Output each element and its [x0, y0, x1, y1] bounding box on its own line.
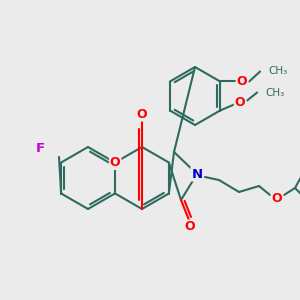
- Text: O: O: [110, 156, 121, 169]
- Text: F: F: [35, 142, 45, 154]
- Text: N: N: [191, 167, 203, 181]
- Text: CH₃: CH₃: [268, 67, 287, 76]
- Text: CH₃: CH₃: [265, 88, 284, 98]
- Text: O: O: [235, 96, 245, 109]
- Text: O: O: [185, 220, 195, 233]
- Text: O: O: [137, 107, 147, 121]
- Text: O: O: [237, 75, 248, 88]
- Text: O: O: [272, 191, 282, 205]
